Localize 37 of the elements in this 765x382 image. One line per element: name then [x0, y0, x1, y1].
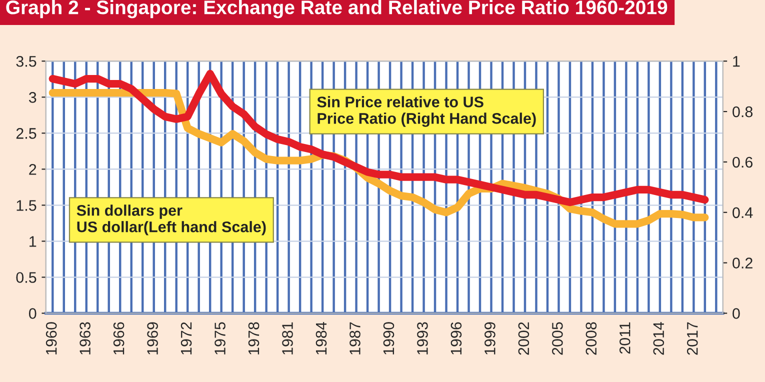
x-tick-label: 1990: [383, 322, 394, 354]
y2-tick-label: 0.2: [732, 258, 752, 268]
y-tick-label: 2: [29, 164, 36, 175]
x-tick-label: 1993: [417, 322, 428, 354]
x-tick-label: 1978: [248, 322, 260, 354]
y-tick-label: 2.5: [16, 128, 36, 139]
x-tick-label: 1960: [46, 322, 57, 354]
x-tick-label: 2017: [686, 322, 698, 355]
x-tick-label: 1999: [484, 322, 496, 354]
x-tick-label: 2005: [552, 322, 563, 355]
y2-tick-label: 1: [733, 56, 740, 67]
y-tick-label: 1.5: [16, 200, 36, 211]
x-tick-label: 2014: [653, 322, 664, 355]
x-tick-label: 2008: [586, 322, 597, 355]
y2-tick-label: 0: [732, 308, 740, 319]
x-tick-label: 1963: [80, 322, 90, 354]
y-tick-label: 0: [28, 308, 36, 319]
y2-tick-label: 0.4: [732, 207, 753, 218]
y-tick-label: 3: [28, 92, 36, 103]
x-tick-label: 2011: [619, 322, 630, 354]
chart-title: Graph 2 - Singapore: Exchange Rate and Relative Price Ratio 1960-2019: [6, 0, 668, 18]
x-tick-label: 1972: [180, 322, 192, 354]
x-tick-label: 1996: [450, 322, 462, 354]
y2-tick-label: 0.8: [732, 106, 753, 118]
text: Sin dollars per US dollar(Left hand Scale): [76, 204, 266, 236]
x-tick-label: 2002: [518, 322, 530, 355]
x-tick-label: 1984: [316, 322, 327, 354]
y-tick-label: 3.5: [16, 56, 36, 67]
y2-tick-label: 0.6: [732, 156, 753, 168]
x-tick-label: 1987: [350, 322, 360, 354]
x-tick-label: 1966: [113, 322, 124, 354]
x-tick-label: 1981: [282, 322, 293, 354]
x-tick-label: 1975: [214, 322, 226, 354]
series-label: Sin Price relative to US Price Ratio (Right Hand Scale): [317, 96, 536, 127]
y-tick-label: 0.5: [16, 272, 36, 283]
y-tick-label: 1: [30, 236, 36, 247]
x-tick-label: 1969: [147, 322, 158, 354]
